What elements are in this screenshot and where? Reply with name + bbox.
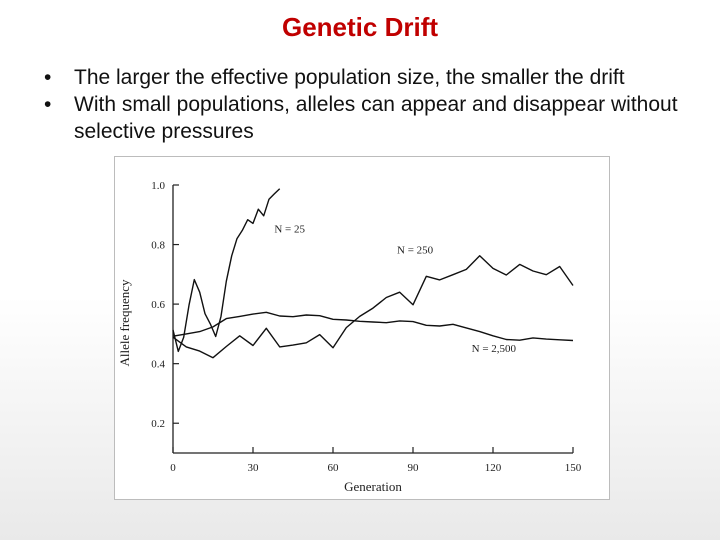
chart-series xyxy=(172,188,574,359)
y-tick-label: 0.2 xyxy=(151,418,165,430)
x-tick-label: 30 xyxy=(248,462,260,474)
bullet-dot-icon: • xyxy=(44,66,52,89)
x-tick-label: 120 xyxy=(485,462,502,474)
bullet-text: With small populations, alleles can appe… xyxy=(74,93,678,143)
drift-figure: 0.2 0.4 0.6 0.8 1.0 0 30 60 90 120 150 N = 25 N = 2… xyxy=(114,156,610,500)
y-tick-label: 0.6 xyxy=(151,299,165,311)
slide-title: Genetic Drift xyxy=(281,12,439,42)
x-tick-label: 60 xyxy=(328,462,340,474)
x-tick-label: 0 xyxy=(170,462,176,474)
y-tick-label: 1.0 xyxy=(151,180,165,192)
x-axis-label: Generation xyxy=(344,479,402,494)
x-tick-label: 150 xyxy=(565,462,582,474)
series-annotation-0: N = 25 xyxy=(274,224,305,236)
series-annotation-1: N = 250 xyxy=(397,244,434,256)
y-tick-label: 0.8 xyxy=(151,240,165,252)
y-tick-label: 0.4 xyxy=(151,359,165,371)
chart-ticks: 0.2 0.4 0.6 0.8 1.0 0 30 60 90 120 150 xyxy=(151,180,582,474)
bullet-item: • With small populations, alleles can ap… xyxy=(44,91,704,145)
y-axis-label: Allele frequency xyxy=(117,279,132,366)
allele-frequency-chart: 0.20.40.60.81.00 30 60 90 120 150 N = 25N = 2… xyxy=(117,180,582,494)
series-annotation-2: N = 2,500 xyxy=(472,343,517,355)
series-line-0 xyxy=(172,188,281,353)
series-line-1 xyxy=(172,255,574,359)
bullet-dot-icon: • xyxy=(44,93,52,116)
x-tick-label: 90 xyxy=(408,462,420,474)
bullet-list: • The larger the effective population si… xyxy=(44,64,704,145)
chart-axes xyxy=(172,185,573,454)
series-line-2 xyxy=(172,311,574,342)
bullet-item: • The larger the effective population si… xyxy=(44,64,704,91)
chart-annotations: N = 25 N = 250 N = 2,500 xyxy=(274,224,516,355)
bullet-text: The larger the effective population size… xyxy=(74,66,625,89)
